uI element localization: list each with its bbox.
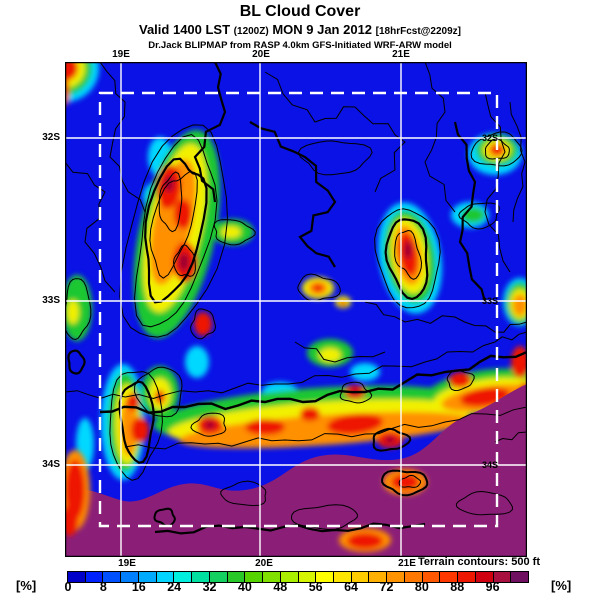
colorbar-cell bbox=[174, 572, 193, 582]
colorbar-cell bbox=[298, 572, 317, 582]
colorbar-tick-label: 16 bbox=[131, 580, 146, 594]
colorbar-unit-left: [%] bbox=[16, 578, 37, 593]
colorbar-tick-label: 24 bbox=[167, 580, 182, 594]
colorbar-cell bbox=[156, 572, 175, 582]
axis-label-bottom: 19E bbox=[118, 558, 136, 569]
colorbar-cell bbox=[138, 572, 157, 582]
colorbar-tick-label: 32 bbox=[202, 580, 217, 594]
colorbar-tick-label: 0 bbox=[64, 580, 72, 594]
valid-time-line: Valid 1400 LST (1200Z) MON 9 Jan 2012 [1… bbox=[0, 22, 600, 37]
colorbar-cell bbox=[511, 572, 529, 582]
cloud-cover-map: 32S 33S 34S bbox=[65, 62, 527, 557]
colorbar-cell bbox=[68, 572, 86, 582]
axis-label-left: 34S bbox=[42, 459, 60, 470]
axis-label-left: 32S bbox=[42, 132, 60, 143]
map-container: 32S 33S 34S bbox=[65, 62, 527, 557]
colorbar-cell bbox=[475, 572, 494, 582]
axis-label-top: 19E bbox=[112, 49, 130, 60]
colorbar-cell bbox=[493, 572, 512, 582]
colorbar-cell bbox=[85, 572, 104, 582]
valid-prefix: Valid 1400 LST bbox=[139, 22, 231, 37]
colorbar-cell bbox=[245, 572, 264, 582]
colorbar-tick-label: 64 bbox=[344, 580, 359, 594]
colorbar-cell bbox=[387, 572, 405, 582]
colorbar-unit-right: [%] bbox=[551, 578, 572, 593]
colorbar-cell bbox=[103, 572, 122, 582]
colorbar-cell bbox=[227, 572, 246, 582]
colorbar-cell bbox=[263, 572, 281, 582]
page-title: BL Cloud Cover bbox=[239, 3, 361, 20]
valid-zulu: (1200Z) bbox=[233, 26, 269, 37]
valid-date: MON 9 Jan 2012 bbox=[272, 22, 373, 37]
colorbar-tick-label: 72 bbox=[379, 580, 394, 594]
axis-label-right-inset: 33S bbox=[482, 296, 498, 306]
colorbar-cell bbox=[209, 572, 228, 582]
colorbar-cell bbox=[334, 572, 352, 582]
colorbar-tick-label: 88 bbox=[450, 580, 465, 594]
colorbar-cell bbox=[404, 572, 423, 582]
colorbar-cell bbox=[192, 572, 210, 582]
colorbar-tick-label: 80 bbox=[414, 580, 429, 594]
colorbar bbox=[67, 571, 529, 583]
colorbar-tick-label: 48 bbox=[273, 580, 288, 594]
colorbar-tick-label: 8 bbox=[99, 580, 107, 594]
colorbar-cell bbox=[369, 572, 388, 582]
axis-label-right-inset: 32S bbox=[482, 133, 498, 143]
colorbar-cell bbox=[422, 572, 441, 582]
axis-label-left: 33S bbox=[42, 295, 60, 306]
colorbar-cell bbox=[440, 572, 459, 582]
model-line: Dr.Jack BLIPMAP from RASP 4.0km GFS-Init… bbox=[148, 40, 452, 51]
forecast-tag: [18hrFcst@2209z] bbox=[375, 26, 461, 37]
colorbar-tick-label: 96 bbox=[485, 580, 500, 594]
axis-label-top: 21E bbox=[392, 49, 410, 60]
colorbar-cell bbox=[458, 572, 476, 582]
terrain-contours-note: Terrain contours: 500 ft bbox=[417, 556, 540, 568]
axis-label-top: 20E bbox=[252, 49, 270, 60]
colorbar-cell bbox=[121, 572, 139, 582]
colorbar-tick-label: 56 bbox=[308, 580, 323, 594]
axis-label-bottom: 20E bbox=[255, 558, 273, 569]
colorbar-cell bbox=[316, 572, 335, 582]
colorbar-tick-label: 40 bbox=[237, 580, 252, 594]
colorbar-cell bbox=[280, 572, 299, 582]
axis-label-right-inset: 34S bbox=[482, 460, 498, 470]
colorbar-cell bbox=[351, 572, 370, 582]
axis-label-bottom: 21E bbox=[398, 558, 416, 569]
